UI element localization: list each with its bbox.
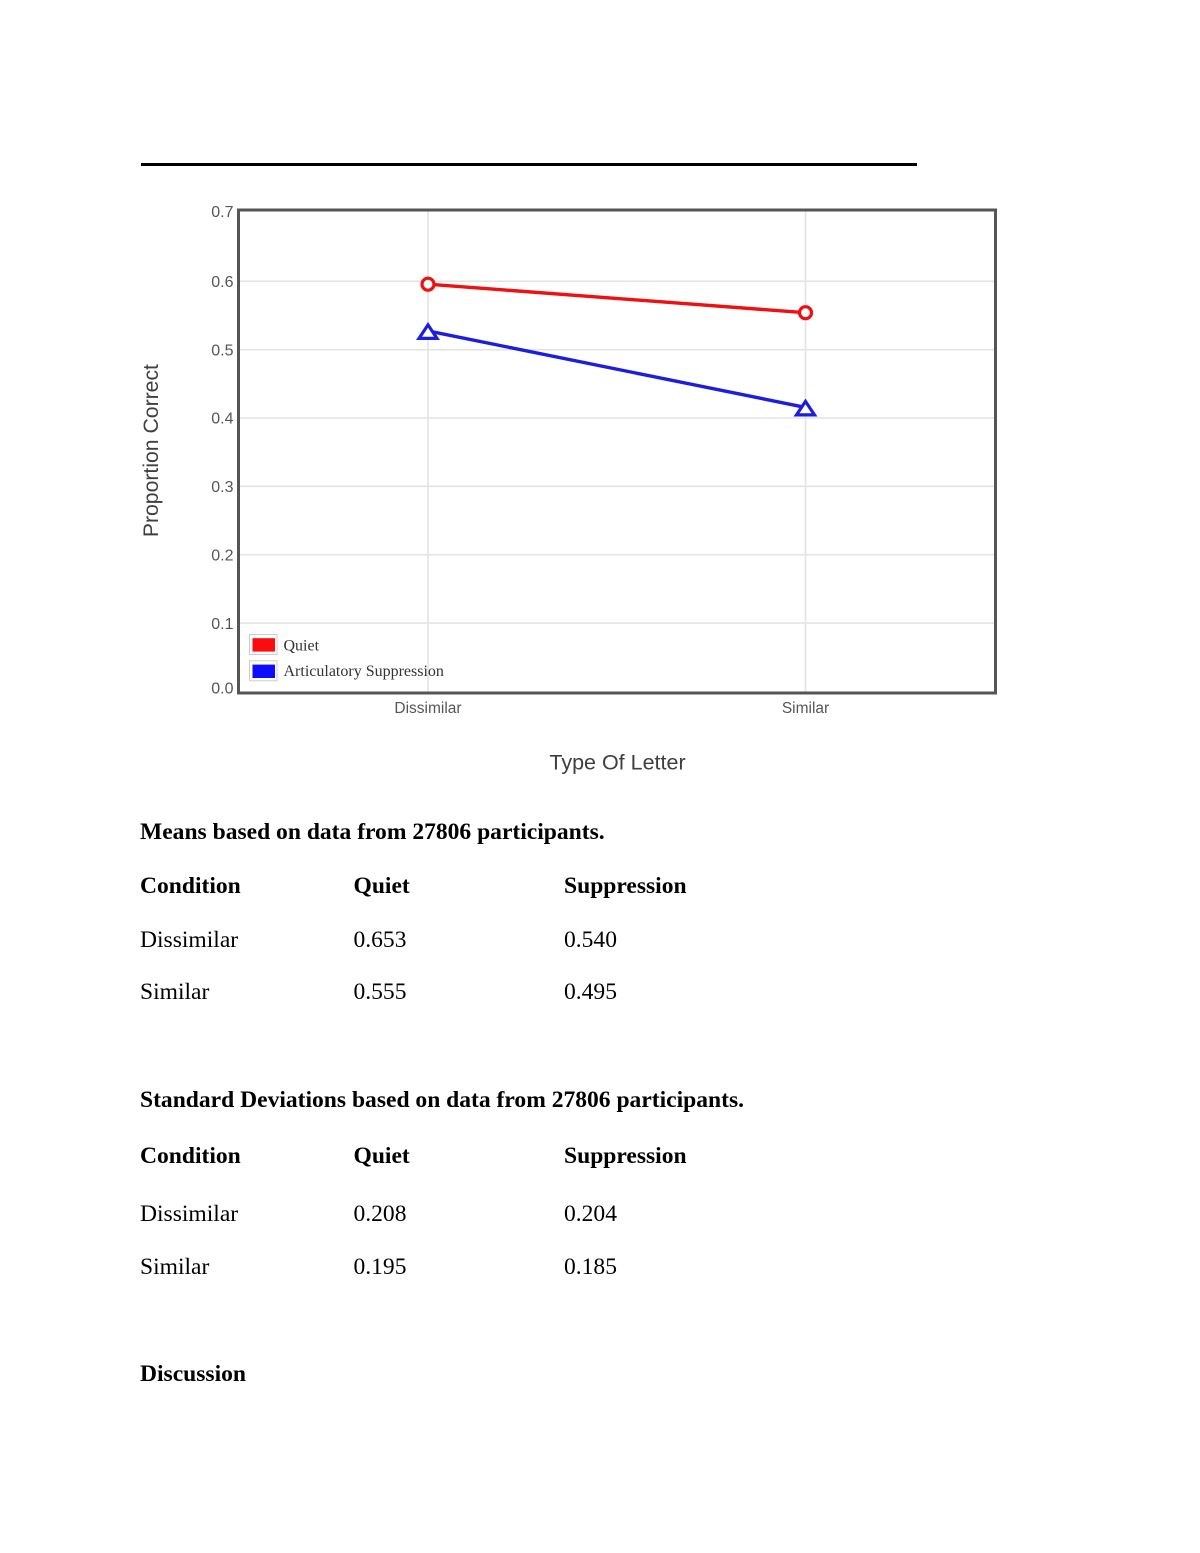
svg-text:Proportion Correct: Proportion Correct [140, 364, 163, 537]
svg-text:0.6: 0.6 [211, 274, 233, 291]
svg-text:Quiet: Quiet [284, 638, 320, 655]
svg-text:Dissimilar: Dissimilar [394, 700, 461, 717]
svg-text:Articulatory Suppression: Articulatory Suppression [284, 663, 444, 680]
svg-text:0.7: 0.7 [211, 204, 233, 221]
svg-text:0.1: 0.1 [211, 616, 233, 633]
svg-text:0.5: 0.5 [211, 342, 233, 359]
svg-text:0.2: 0.2 [211, 547, 233, 564]
svg-text:0.3: 0.3 [211, 479, 233, 496]
svg-text:Similar: Similar [782, 700, 829, 717]
svg-text:Type Of Letter: Type Of Letter [549, 751, 685, 775]
svg-text:0.4: 0.4 [211, 411, 233, 428]
svg-text:0.0: 0.0 [211, 681, 233, 698]
